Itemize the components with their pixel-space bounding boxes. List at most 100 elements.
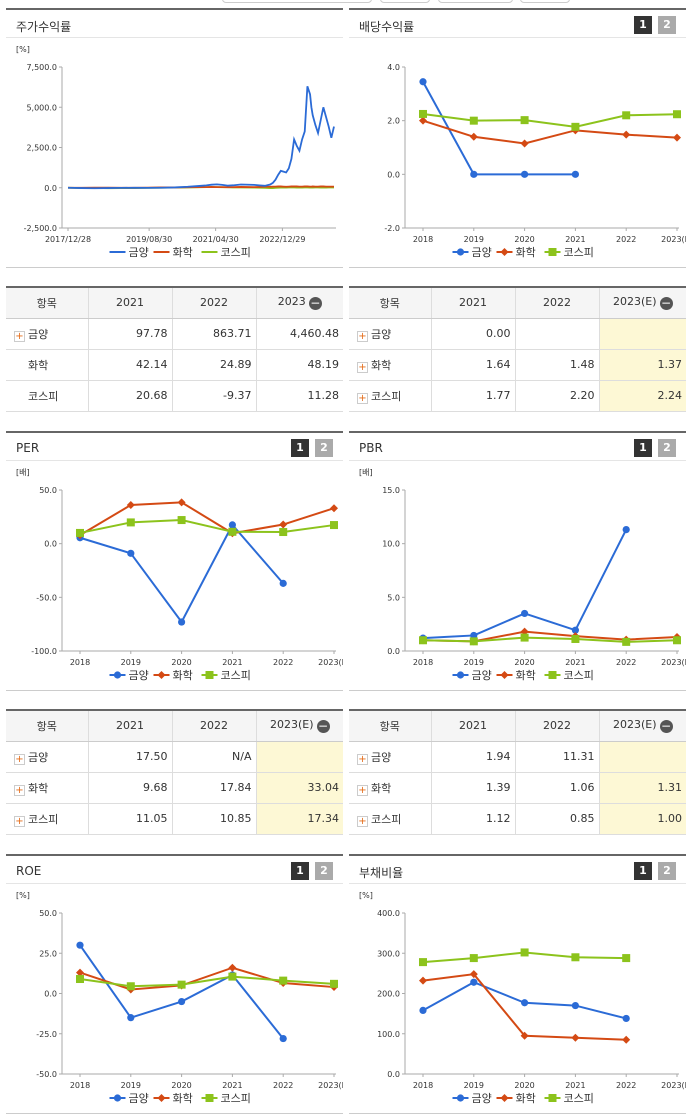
row-label[interactable]: + 금양 bbox=[6, 318, 88, 350]
x-tick-label: 2021 bbox=[222, 1081, 242, 1090]
view-1-button[interactable]: 1 bbox=[291, 439, 309, 457]
cell: -9.37 bbox=[171, 380, 256, 412]
expand-icon[interactable]: + bbox=[357, 330, 368, 342]
expand-icon[interactable]: + bbox=[357, 361, 368, 373]
expand-icon[interactable]: + bbox=[357, 815, 368, 827]
expand-icon[interactable]: + bbox=[14, 784, 25, 796]
row-label[interactable]: + 화학 bbox=[349, 772, 431, 804]
expand-icon[interactable]: + bbox=[357, 753, 368, 765]
x-tick-label: 2022 bbox=[273, 658, 293, 667]
data-point bbox=[571, 170, 579, 178]
y-tick-label: 7,500.0 bbox=[26, 63, 57, 72]
data-point bbox=[571, 634, 580, 643]
panel-title: 부채비율 bbox=[359, 866, 404, 880]
view-2-button[interactable]: 2 bbox=[658, 439, 676, 457]
x-tick-label: 2023(E) bbox=[661, 235, 686, 244]
collapse-icon[interactable]: − bbox=[659, 296, 673, 311]
row-name: 코스피 bbox=[371, 389, 402, 403]
y-tick-label: 50.0 bbox=[39, 909, 57, 918]
x-tick-label: 2018 bbox=[413, 1081, 433, 1090]
cell: 17.84 bbox=[171, 772, 256, 804]
table-row: + 화학 9.68 17.84 33.04 bbox=[6, 772, 343, 804]
legend-label: 금양 bbox=[472, 1092, 492, 1105]
data-point bbox=[113, 1094, 122, 1102]
view-2-button[interactable]: 2 bbox=[315, 439, 333, 457]
data-point bbox=[500, 248, 509, 256]
top-tab-stub[interactable] bbox=[222, 0, 372, 3]
data-point bbox=[279, 1034, 287, 1043]
data-point bbox=[228, 972, 237, 981]
top-tab-stub-4[interactable] bbox=[520, 0, 570, 3]
data-point bbox=[622, 1014, 630, 1023]
x-tick-label: 2018 bbox=[413, 235, 433, 244]
top-tab-stub-3[interactable] bbox=[438, 0, 513, 3]
data-point bbox=[622, 130, 631, 139]
view-2-button[interactable]: 2 bbox=[658, 16, 676, 34]
data-point bbox=[520, 948, 529, 957]
table-row: + 화학 1.64 1.48 1.37 bbox=[349, 349, 686, 381]
row-label[interactable]: + 코스피 bbox=[6, 803, 88, 835]
row-label[interactable]: + 코스피 bbox=[349, 380, 431, 412]
collapse-icon[interactable]: − bbox=[316, 719, 330, 734]
col-header: 2022 bbox=[514, 286, 599, 319]
y-unit-label: [%] bbox=[359, 891, 373, 900]
expand-icon[interactable]: + bbox=[357, 392, 368, 404]
y-tick-label: -2.0 bbox=[384, 224, 400, 233]
row-label[interactable]: + 화학 bbox=[349, 349, 431, 381]
row-name: 화학 bbox=[28, 358, 49, 372]
cell: 11.31 bbox=[514, 741, 599, 773]
collapse-icon[interactable]: − bbox=[659, 719, 673, 734]
x-tick-label: 2019 bbox=[464, 1081, 484, 1090]
row-label[interactable]: + 금양 bbox=[6, 741, 88, 773]
row-label[interactable]: + 화학 bbox=[6, 772, 88, 804]
pbr-panel: PBR 1 2 [배] 15.0 10.0 5.0 0.0 2018 2019 2020 202… bbox=[349, 431, 686, 691]
expand-icon[interactable]: + bbox=[357, 784, 368, 796]
table-row: + 코스피 1.12 0.85 1.00 bbox=[349, 803, 686, 835]
row-name: 코스피 bbox=[28, 389, 59, 403]
y-tick-label: 50.0 bbox=[39, 486, 57, 495]
view-1-button[interactable]: 1 bbox=[291, 862, 309, 880]
data-point bbox=[622, 954, 631, 963]
y-tick-label: 0.0 bbox=[387, 170, 400, 179]
panel-title: PER bbox=[16, 441, 40, 455]
cell bbox=[598, 741, 686, 773]
cell: 48.19 bbox=[255, 349, 343, 381]
row-label[interactable]: + 금양 bbox=[349, 741, 431, 773]
legend-label: 금양 bbox=[472, 669, 492, 682]
view-2-button[interactable]: 2 bbox=[315, 862, 333, 880]
collapse-icon[interactable]: − bbox=[308, 296, 322, 311]
top-tab-stub-2[interactable] bbox=[380, 0, 430, 3]
table-header-row: 항목 2021 2022 2023(E) − bbox=[349, 709, 686, 742]
y-tick-label: 0.0 bbox=[44, 184, 57, 193]
table-row: 코스피 20.68 -9.37 11.28 bbox=[6, 380, 343, 412]
panel-title: PBR bbox=[359, 441, 383, 455]
row-label[interactable]: + 코스피 bbox=[349, 803, 431, 835]
cell: 1.31 bbox=[598, 772, 686, 804]
data-point bbox=[520, 633, 529, 642]
expand-icon[interactable]: + bbox=[14, 753, 25, 765]
panel-header: 배당수익률 1 2 bbox=[349, 8, 686, 38]
data-point bbox=[126, 518, 135, 527]
data-point bbox=[622, 111, 631, 120]
view-1-button[interactable]: 1 bbox=[634, 439, 652, 457]
cell: 42.14 bbox=[87, 349, 172, 381]
legend-label: 화학 bbox=[173, 669, 193, 682]
data-point bbox=[127, 1014, 135, 1022]
stock-return-panel: 주가수익률 [%] 7,500.0 5,000.0 2,500.0 0.0 -2,500.… bbox=[6, 8, 343, 268]
data-point bbox=[177, 498, 186, 507]
data-point bbox=[469, 132, 478, 141]
table-header-row: 항목 2021 2022 2023− bbox=[6, 286, 343, 319]
legend-label: 화학 bbox=[173, 246, 193, 259]
data-point bbox=[419, 976, 427, 985]
expand-icon[interactable]: + bbox=[14, 815, 25, 827]
legend-label: 코스피 bbox=[564, 246, 594, 259]
data-point bbox=[76, 528, 84, 537]
row-label[interactable]: + 금양 bbox=[349, 318, 431, 350]
view-1-button[interactable]: 1 bbox=[634, 16, 652, 34]
expand-icon[interactable]: + bbox=[14, 330, 25, 342]
chart-footer-line bbox=[349, 1113, 686, 1114]
x-tick-label: 2019/08/30 bbox=[126, 235, 172, 244]
view-2-button[interactable]: 2 bbox=[658, 862, 676, 880]
col-header: 2023(E) − bbox=[598, 286, 686, 319]
view-1-button[interactable]: 1 bbox=[634, 862, 652, 880]
